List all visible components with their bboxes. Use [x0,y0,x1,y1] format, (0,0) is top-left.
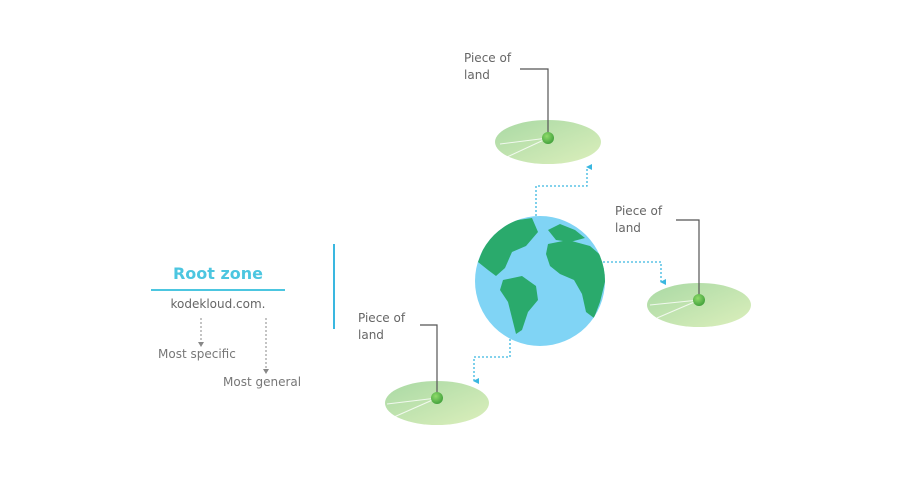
connector-bottom [473,331,511,384]
land-bottom [385,324,489,425]
root-zone-title: Root zone [172,264,264,283]
pin-top [542,132,554,144]
connector-right [603,261,666,285]
land-label-bottom: Piece of land [358,311,406,342]
root-zone-underline [151,289,285,291]
most-general-arrow [263,318,269,374]
connector-top [535,164,592,216]
land-label-top: Piece of land [464,51,512,82]
land-label-right: Piece of land [615,204,663,235]
most-general-label: Most general [223,375,302,389]
globe-icon [475,216,605,346]
pin-bottom [431,392,443,404]
most-specific-label: Most specific [158,347,236,361]
most-specific-arrow [198,318,204,347]
land-right [647,219,751,327]
pin-right [693,294,705,306]
land-top [495,68,601,164]
section-divider [333,244,335,329]
root-zone-domain: kodekloud.com. [170,297,266,311]
